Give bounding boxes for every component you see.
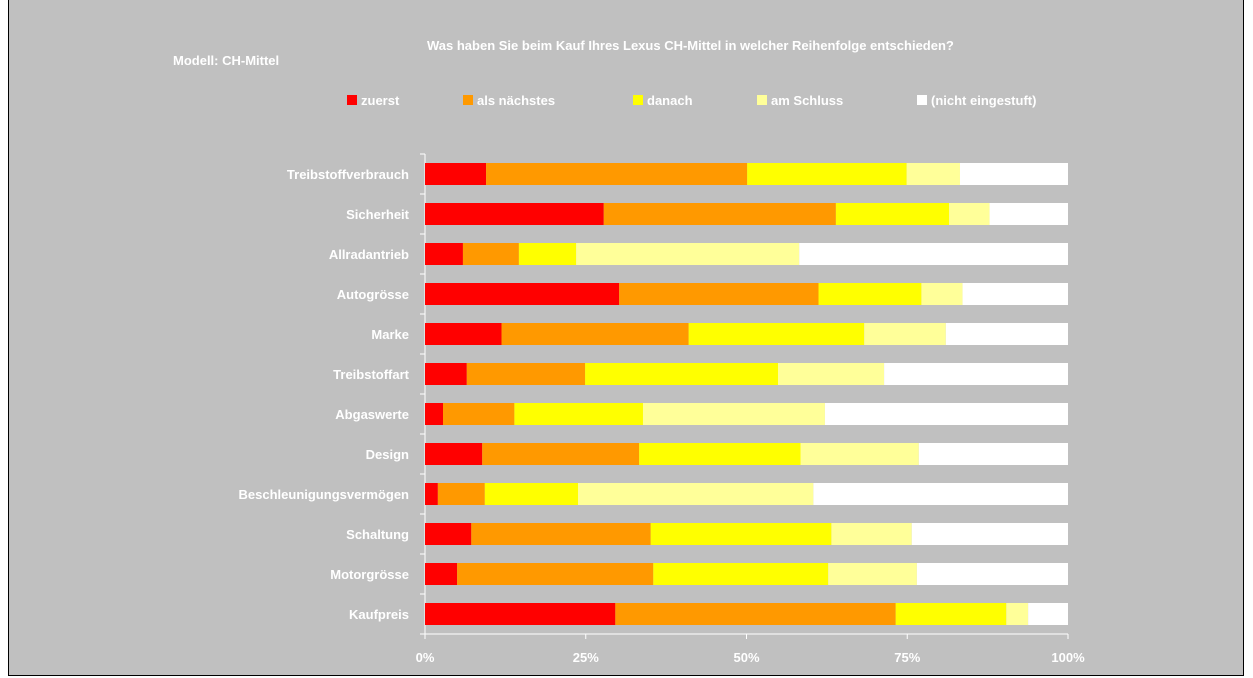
category-label: Treibstoffverbrauch — [287, 167, 409, 182]
bar-segment — [466, 363, 586, 385]
bar-segment — [864, 323, 946, 345]
bar-segment — [425, 563, 458, 585]
bar-segment — [425, 603, 616, 625]
legend-swatch — [757, 95, 767, 105]
category-label: Marke — [371, 327, 409, 342]
bar-segment — [688, 323, 865, 345]
bar-segment — [921, 283, 963, 305]
bar-segment — [518, 243, 577, 265]
x-tick-label: 50% — [733, 650, 759, 665]
category-label: Design — [366, 447, 409, 462]
bar-segment — [578, 483, 814, 505]
bar-segment — [962, 283, 1068, 305]
bar-segment — [653, 563, 829, 585]
bar-segment — [813, 483, 1068, 505]
bar-segment — [457, 563, 654, 585]
bar-segment — [425, 363, 467, 385]
bar-segment — [437, 483, 485, 505]
bar-segment — [818, 283, 922, 305]
bar-segment — [443, 403, 515, 425]
legend-item: zuerst — [347, 90, 399, 110]
bar-segment — [778, 363, 885, 385]
bar-segment — [425, 163, 487, 185]
bar-segment — [824, 403, 1068, 425]
bar-segment — [831, 523, 912, 545]
bar-segment — [425, 203, 604, 225]
bar-segment — [918, 443, 1068, 465]
bar-segment — [959, 163, 1068, 185]
bar-segment — [949, 203, 990, 225]
category-label: Schaltung — [346, 527, 409, 542]
legend-item: am Schluss — [757, 90, 843, 110]
legend-label: danach — [647, 92, 693, 108]
x-tick-label: 25% — [573, 650, 599, 665]
bar-segment — [906, 163, 960, 185]
bar-segment — [639, 443, 801, 465]
bar-segment — [425, 243, 463, 265]
model-label: Modell: CH-Mittel — [173, 53, 280, 68]
bar-segment — [650, 523, 832, 545]
bar-segment — [828, 563, 917, 585]
bar-segment — [425, 523, 472, 545]
category-label: Abgaswerte — [335, 407, 409, 422]
legend: zuerst als nächstes danach am Schluss (nicht… — [0, 90, 1253, 110]
legend-label: zuerst — [361, 92, 400, 108]
bar-segment — [615, 603, 896, 625]
bar-segment — [895, 603, 1007, 625]
bar-segment — [1006, 603, 1029, 625]
chart-title: Was haben Sie beim Kauf Ihres Lexus CH-M… — [427, 38, 954, 53]
x-tick-label: 0% — [416, 650, 435, 665]
bar-segment — [916, 563, 1068, 585]
legend-swatch — [463, 95, 473, 105]
bar-segment — [482, 443, 640, 465]
legend-swatch — [633, 95, 643, 105]
x-tick-label: 100% — [1051, 650, 1085, 665]
bar-segment — [945, 323, 1068, 345]
bar-segment — [800, 443, 919, 465]
bar-segment — [462, 243, 519, 265]
category-label: Motorgrösse — [330, 567, 409, 582]
legend-label: (nicht eingestuft) — [931, 92, 1037, 108]
category-label: Kaufpreis — [349, 607, 409, 622]
bar-segment — [911, 523, 1068, 545]
bar-segment — [501, 323, 689, 345]
category-label: Autogrösse — [337, 287, 409, 302]
bar-segment — [1028, 603, 1068, 625]
category-label: Beschleunigungsvermögen — [239, 487, 410, 502]
bar-segment — [603, 203, 836, 225]
bar-segment — [989, 203, 1068, 225]
bar-segment — [619, 283, 819, 305]
bar-segment — [425, 443, 483, 465]
x-tick-label: 75% — [894, 650, 920, 665]
bar-segment — [425, 403, 444, 425]
category-label: Treibstoffart — [333, 367, 410, 382]
legend-swatch — [917, 95, 927, 105]
legend-item: als nächstes — [463, 90, 555, 110]
bar-segment — [884, 363, 1068, 385]
bar-segment — [576, 243, 800, 265]
legend-label: als nächstes — [477, 92, 556, 108]
bar-segment — [471, 523, 651, 545]
legend-swatch — [347, 95, 357, 105]
bar-segment — [425, 283, 620, 305]
bar-segment — [514, 403, 643, 425]
bar-segment — [642, 403, 825, 425]
bar-segment — [425, 323, 502, 345]
bar-segment — [585, 363, 779, 385]
category-label: Sicherheit — [346, 207, 410, 222]
bar-segment — [835, 203, 950, 225]
bar-segment — [747, 163, 907, 185]
bar-segment — [484, 483, 579, 505]
legend-item: (nicht eingestuft) — [917, 90, 1036, 110]
legend-item: danach — [633, 90, 693, 110]
bar-segment — [486, 163, 748, 185]
bar-segment — [799, 243, 1068, 265]
legend-label: am Schluss — [771, 92, 844, 108]
category-label: Allradantrieb — [329, 247, 409, 262]
bar-segment — [425, 483, 438, 505]
